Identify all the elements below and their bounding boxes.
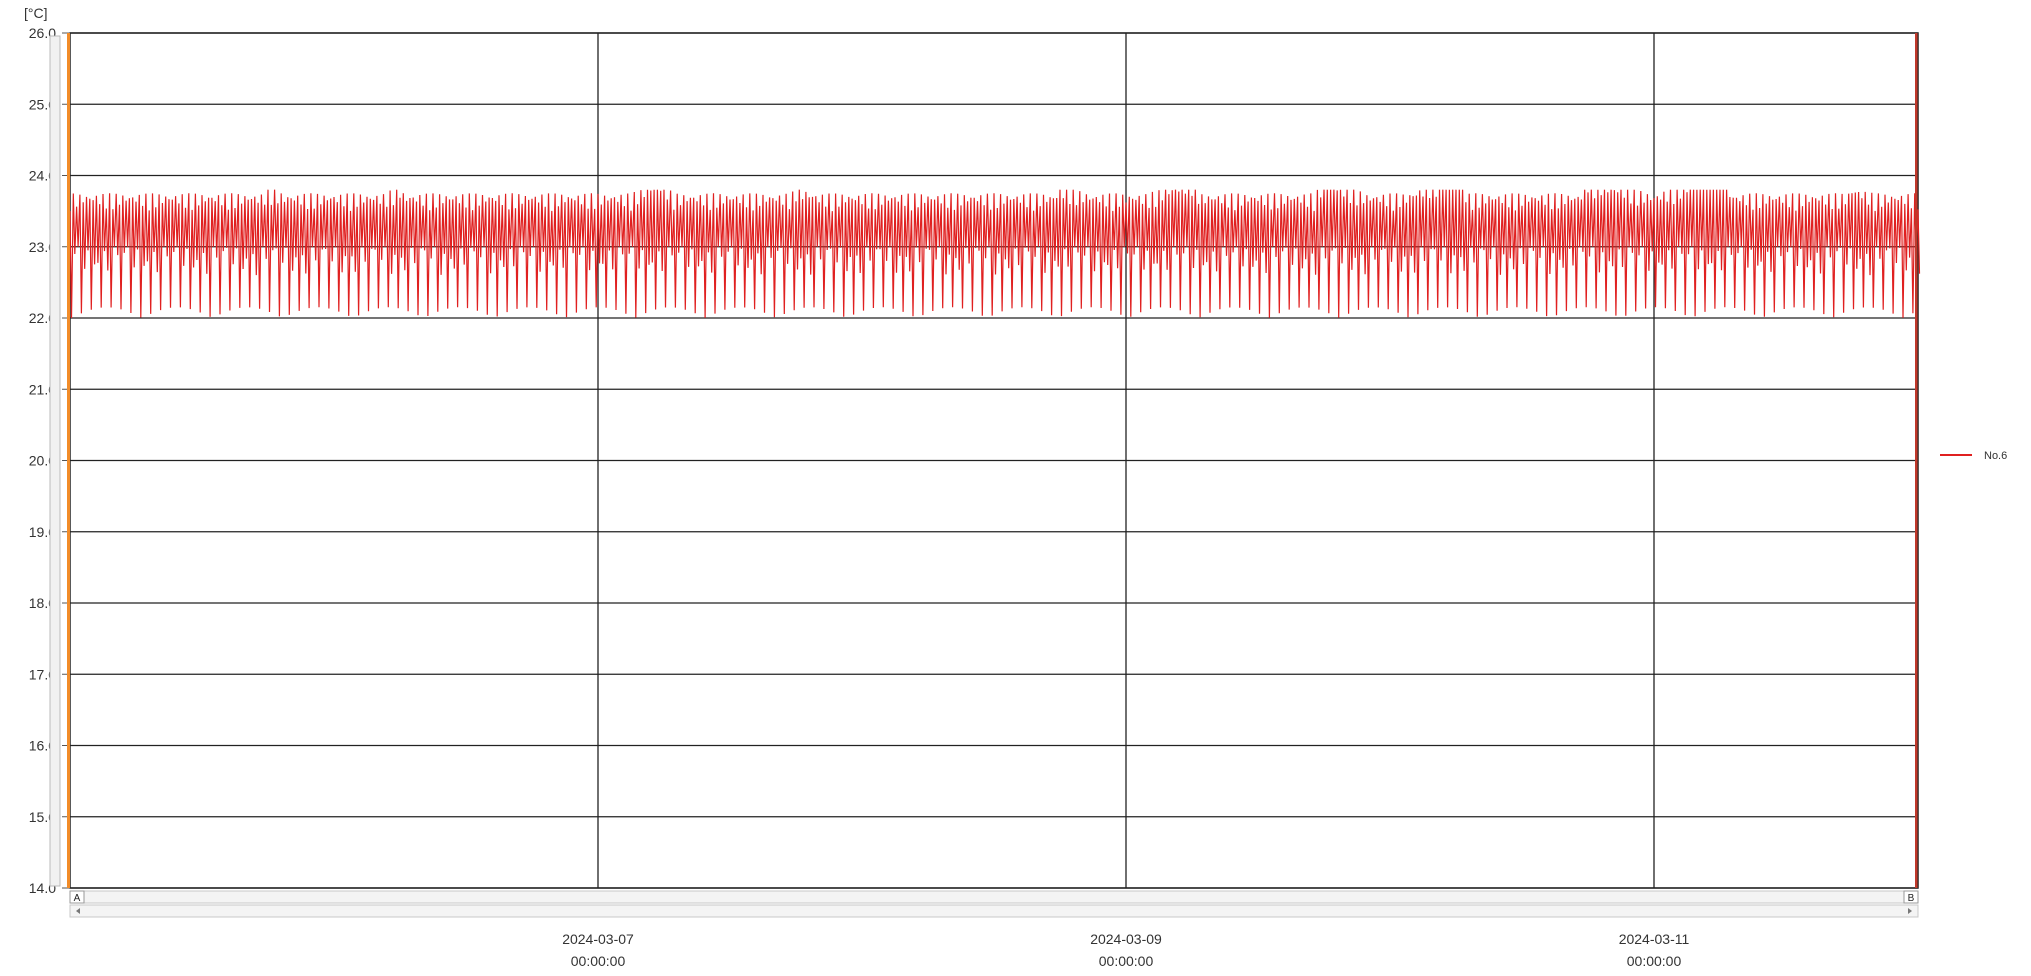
legend: No.6: [1940, 450, 2007, 462]
grid-layer: [70, 33, 1918, 888]
x-tick-label-date: 2024-03-11: [1619, 931, 1690, 947]
y-axis-slider-track[interactable]: [50, 36, 60, 886]
x-tick-label-time: 00:00:00: [1099, 953, 1154, 969]
y-axis-unit-label: [°C]: [24, 5, 48, 21]
x-tick-label-date: 2024-03-09: [1090, 931, 1162, 947]
scrollbar-upper-track[interactable]: [70, 891, 1918, 903]
cursor-b-line[interactable]: [1915, 33, 1918, 888]
scrollbar-lower-track[interactable]: [70, 905, 1918, 917]
legend-label: No.6: [1984, 450, 2007, 462]
cursor-b-label: B: [1908, 893, 1915, 904]
cursor-a-label: A: [74, 893, 81, 904]
x-tick-label-time: 00:00:00: [1627, 953, 1682, 969]
x-tick-label-time: 00:00:00: [571, 953, 626, 969]
x-tick-label-date: 2024-03-07: [562, 931, 634, 947]
cursor-a-line[interactable]: [67, 33, 70, 888]
